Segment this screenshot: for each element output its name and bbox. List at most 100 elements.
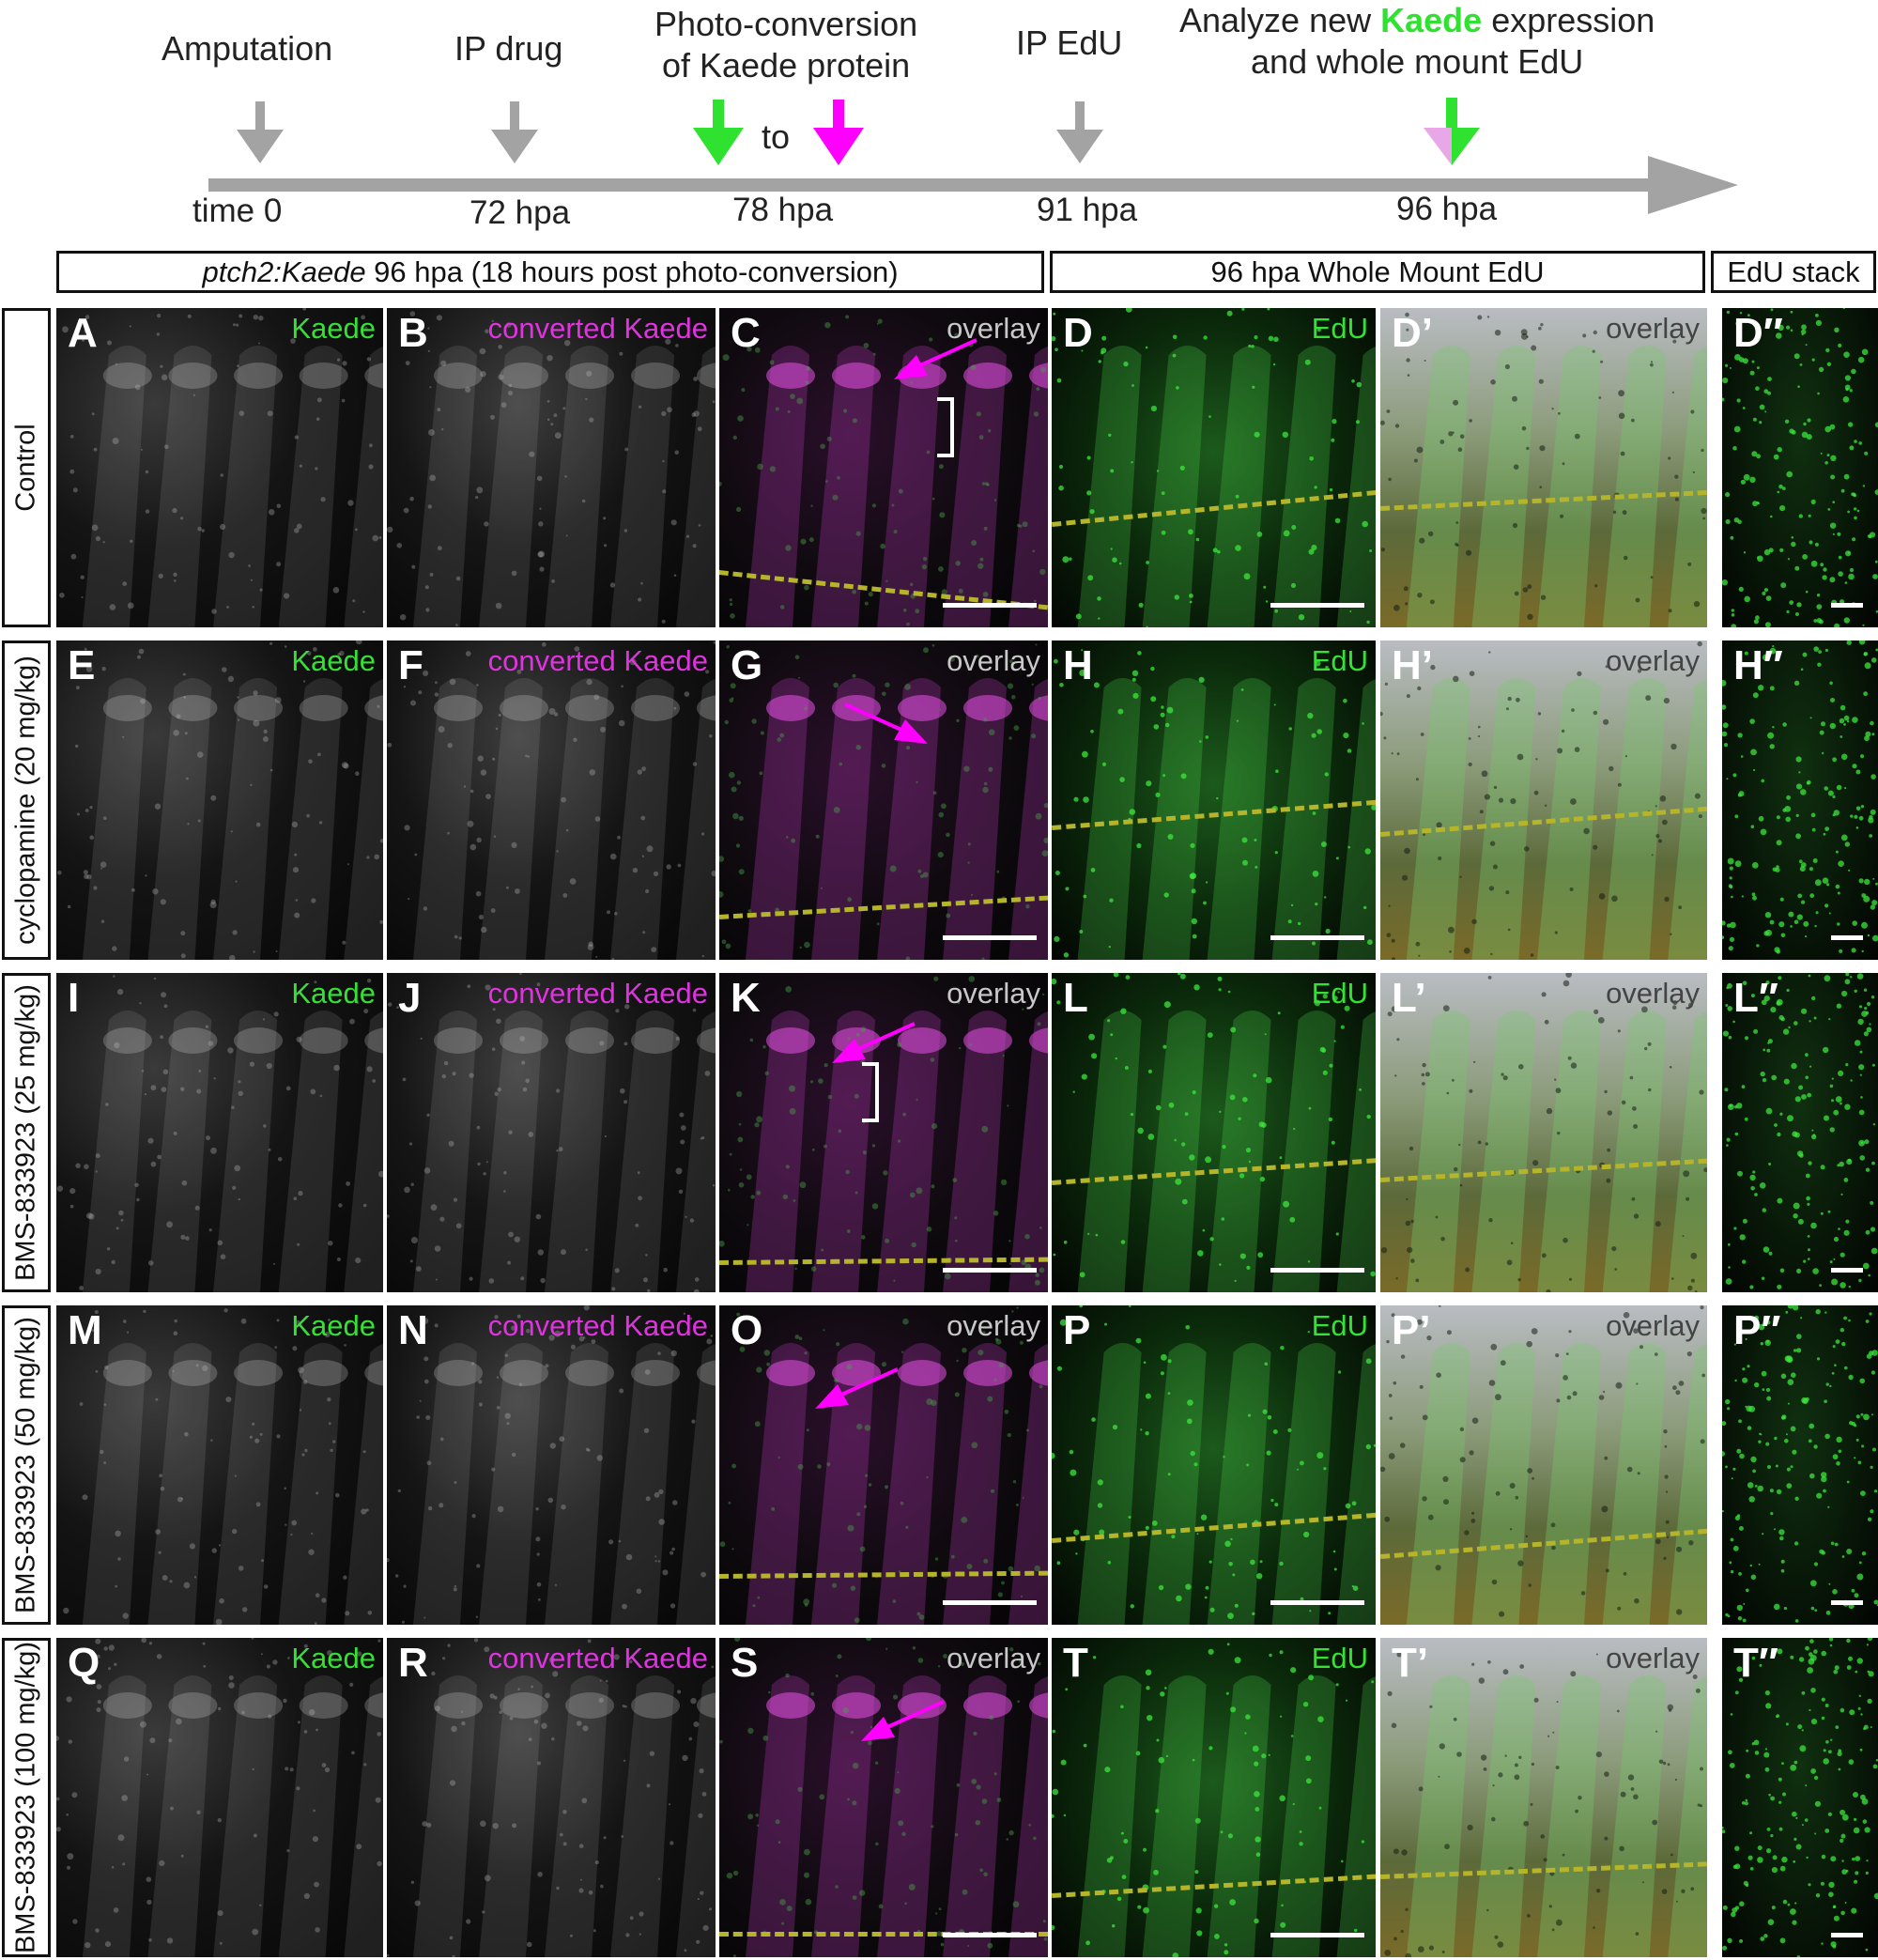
panel-caption-eduoverlay: overlay [1606, 644, 1700, 677]
row-label-text: Control [10, 424, 41, 512]
event-time-72: 72 hpa [470, 194, 571, 231]
panel-letter: D″ [1733, 310, 1783, 356]
panel-letter: D [1063, 310, 1093, 356]
micrograph-image [1380, 640, 1707, 960]
panel-eduoverlay: D’ overlay [1380, 308, 1707, 627]
bracket-marker [937, 397, 954, 457]
timeline-axis [208, 178, 1655, 192]
row-label-0: Control [2, 308, 51, 627]
scale-bar [943, 935, 1037, 940]
micrograph-image [719, 1306, 1048, 1625]
event-label-ip-drug: IP drug [454, 29, 563, 68]
panel-stack: H″ [1722, 640, 1878, 960]
header-kaede: ptch2:Kaede 96 hpa (18 hours post photo-… [56, 251, 1044, 293]
scale-bar [943, 1600, 1037, 1605]
panel-letter: P’ [1392, 1307, 1431, 1353]
event-time-91: 91 hpa [1037, 192, 1138, 228]
panel-eduoverlay: T’ overlay [1380, 1638, 1707, 1957]
row-label-text: BMS-833923 (50 mg/kg) [10, 1317, 41, 1613]
panel-caption-edu: EdU [1311, 1309, 1368, 1342]
amputation-plane-line [719, 1931, 1048, 1937]
micrograph-image [1052, 1643, 1376, 1957]
panel-caption-overlay: overlay [947, 1642, 1040, 1674]
panel-edu: H EdU [1052, 640, 1376, 960]
panel-caption-kaede: Kaede [291, 1642, 376, 1674]
micrograph-image [387, 973, 716, 1292]
panel-caption-overlay: overlay [947, 977, 1040, 1010]
bracket-marker [862, 1062, 879, 1122]
magenta-pointer-arrow-icon [815, 1367, 899, 1409]
panel-eduoverlay: L’ overlay [1380, 973, 1707, 1292]
micrograph-image [719, 976, 1048, 1292]
header-edu: 96 hpa Whole Mount EdU [1050, 251, 1705, 293]
row-label-3: BMS-833923 (50 mg/kg) [2, 1305, 51, 1625]
scale-bar [1270, 1268, 1364, 1273]
event-time-96: 96 hpa [1396, 191, 1498, 227]
panel-letter: D’ [1392, 310, 1433, 356]
scale-bar [1831, 603, 1863, 608]
micrograph-image [57, 640, 383, 960]
micrograph-image [56, 1638, 383, 1957]
panel-letter: S [731, 1640, 759, 1686]
panel-letter: L’ [1392, 975, 1426, 1021]
magenta-pointer-arrow-icon [831, 1022, 916, 1064]
panel-letter: K [731, 975, 761, 1021]
micrograph-image [1722, 1305, 1878, 1623]
panel-letter: F [398, 642, 423, 688]
panel-edu: P EdU [1052, 1305, 1376, 1625]
panel-letter: P [1063, 1307, 1091, 1353]
panel-letter: H’ [1392, 642, 1433, 688]
magenta-pointer-arrow-icon [844, 702, 928, 744]
scale-bar [1270, 1600, 1364, 1605]
panel-edu: D EdU [1052, 308, 1376, 627]
row-label-4: BMS-833923 (100 mg/kg) [2, 1638, 51, 1957]
panel-caption-kaede: Kaede [291, 644, 376, 677]
panel-caption-converted: converted Kaede [487, 1309, 708, 1342]
micrograph-image [1052, 308, 1376, 627]
magenta-pointer-arrow-icon [894, 338, 977, 379]
micrograph-image [59, 308, 383, 627]
panel-letter: O [731, 1307, 763, 1353]
scale-bar [943, 1268, 1037, 1273]
panel-caption-edu: EdU [1311, 977, 1368, 1010]
micrograph-image [719, 643, 1048, 960]
scale-bar [1831, 935, 1863, 940]
panel-letter: L″ [1733, 975, 1778, 1021]
panel-caption-converted: converted Kaede [487, 977, 708, 1010]
panel-kaede: Q Kaede [56, 1638, 383, 1957]
panel-letter: N [398, 1307, 428, 1353]
panel-caption-eduoverlay: overlay [1606, 1642, 1700, 1674]
event-time-78: 78 hpa [732, 192, 834, 228]
header-kaede-rest: 96 hpa (18 hours post photo-conversion) [365, 255, 899, 288]
micrograph-image [1722, 973, 1878, 1289]
event-time-0: time 0 [192, 193, 283, 229]
panel-letter: T’ [1392, 1640, 1429, 1686]
panel-letter: A [68, 310, 98, 356]
panel-eduoverlay: P’ overlay [1380, 1305, 1707, 1625]
header-kaede-italic: ptch2:Kaede [202, 255, 366, 288]
gray-down-arrow-icon [491, 101, 538, 163]
panel-letter: L [1063, 975, 1088, 1021]
panel-letter: C [731, 310, 761, 356]
magenta-down-arrow-icon [813, 100, 864, 165]
micrograph-image [1054, 649, 1376, 960]
panel-letter: B [398, 310, 428, 356]
event-label-analyze: Analyze new Kaede expression and whole m… [1179, 0, 1655, 83]
panel-kaede: I Kaede [56, 973, 383, 1292]
panel-caption-kaede: Kaede [291, 977, 376, 1010]
panel-caption-converted: converted Kaede [487, 312, 708, 345]
scale-bar [1270, 603, 1364, 608]
scale-bar [1831, 1600, 1863, 1605]
magenta-pointer-arrow-icon [861, 1700, 945, 1741]
micrograph-image [1052, 973, 1376, 1292]
panel-kaede: A Kaede [56, 308, 383, 627]
micrograph-image [1052, 1305, 1376, 1625]
timeline-arrowhead-icon [1648, 156, 1738, 214]
gray-down-arrow-icon [1056, 101, 1103, 163]
micrograph-image [1380, 1305, 1707, 1625]
micrograph-image [387, 311, 716, 627]
